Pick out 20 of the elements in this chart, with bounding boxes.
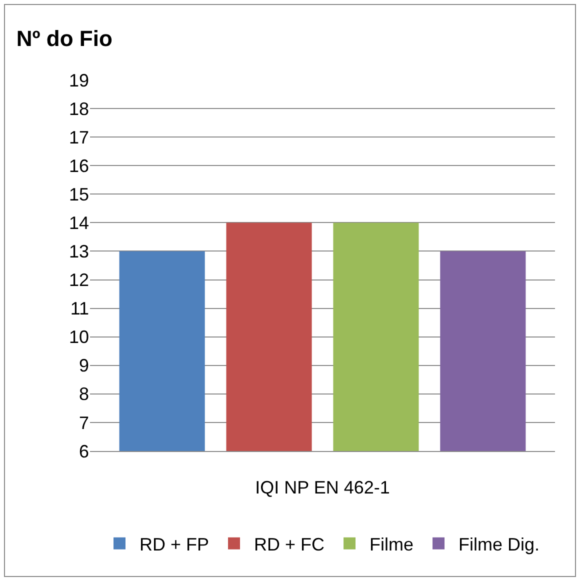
y-tick-label: 15 — [68, 184, 89, 204]
y-tick-label: 9 — [78, 356, 89, 376]
y-tick-label: 18 — [68, 98, 89, 119]
y-tick-label: 11 — [70, 298, 89, 319]
y-tick-label: 13 — [68, 242, 89, 262]
legend-label: RD + FC — [254, 534, 325, 554]
y-tick-label: 7 — [78, 412, 89, 433]
legend-label: Filme Dig. — [458, 534, 540, 554]
y-tick-label: 8 — [78, 384, 89, 404]
chart-title: Nº do Fio — [16, 26, 112, 52]
x-tick-label: IQI NP EN 462-1 — [255, 478, 390, 498]
y-tick-label: 12 — [68, 270, 89, 290]
y-tick-label: 10 — [68, 327, 89, 348]
y-tick-label: 14 — [68, 212, 89, 233]
y-tick-label: 17 — [68, 127, 89, 148]
legend-label: Filme — [370, 534, 414, 554]
legend-label: RD + FP — [140, 534, 210, 554]
y-tick-label: 19 — [68, 70, 89, 90]
y-tick-label: 16 — [68, 156, 89, 176]
y-tick-label: 6 — [78, 441, 89, 462]
